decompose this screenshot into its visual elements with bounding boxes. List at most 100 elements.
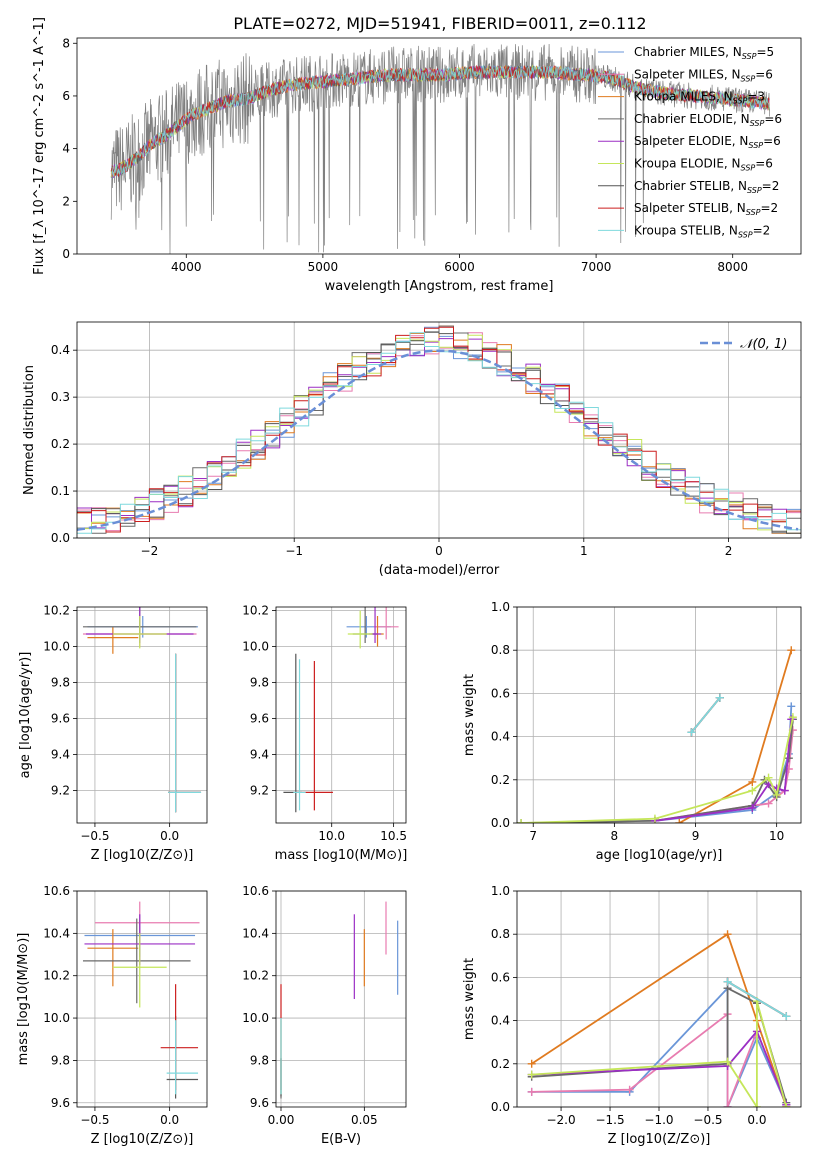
weight-marker (748, 777, 757, 786)
error-bar-point (368, 607, 382, 643)
y-tick-label: 0.2 (51, 437, 70, 451)
weight-marker (788, 713, 797, 722)
legend-label-sub: SSP (742, 52, 757, 61)
legend-label-post: =2 (762, 179, 780, 193)
legend-label-sub: SSP (747, 186, 762, 195)
legend-label-text: Chabrier ELODIE, N (634, 112, 750, 126)
weight-marker (625, 1085, 634, 1094)
mw_vs_Z-plot (527, 930, 791, 1107)
legend-label-text: Kroupa MILES, N (634, 90, 733, 104)
y-tick-label: 8 (62, 36, 70, 50)
x-tick-label: 10.5 (380, 829, 407, 843)
y-tick-label: 0.4 (491, 1014, 510, 1028)
y-tick-label: 10.0 (242, 1011, 269, 1025)
histogram-legend: 𝒩(0, 1) (700, 337, 787, 352)
spectrum-frame: 4000 5000 6000 7000 8000 0 2 4 6 8 wavelength [Ang… (32, 17, 802, 294)
y-tick-label: 0.0 (51, 531, 70, 545)
weight-marker (675, 819, 684, 823)
x-axis-label: mass [log10(M/M⊙)] (275, 848, 408, 863)
y-tick-label: 0.2 (491, 773, 510, 787)
weight-line (654, 719, 793, 822)
x-tick-label: 7 (529, 829, 537, 843)
mw_vs_Z-axes: −2.0 −1.5 −1.0 −0.5 0.0 0.0 0.2 0.4 0.6 0.8 1.0 Z [… (462, 884, 802, 1147)
histogram-step (77, 338, 801, 534)
legend-label-post: =6 (755, 157, 773, 171)
y-tick-label: 0.4 (491, 730, 510, 744)
age_vs_mass-frame: 10.0 10.5 9.2 9.4 9.6 9.8 10.0 10.2 mass [log10(… (242, 604, 407, 863)
residuals-frame: −2 −1 0 1 2 0.0 0.1 0.2 0.3 0.4 (data-model)/error… (22, 321, 802, 578)
x-axis-label: Z [log10(Z/Z⊙)] (608, 1132, 711, 1147)
legend-label-text: Salpeter ELODIE, N (634, 134, 748, 148)
legend-label: Kroupa STELIB, NSSP=2 (634, 223, 770, 239)
y-tick-label: 6 (62, 89, 70, 103)
mass_vs_Z-plot (82, 901, 200, 1099)
age_vs_mass-axes: 10.0 10.5 9.2 9.4 9.6 9.8 10.0 10.2 mass [log10(… (242, 604, 407, 863)
weight-marker (723, 1103, 732, 1107)
x-axis-label: age [log10(age/yr)] (596, 848, 723, 863)
legend-label-post: =5 (756, 45, 774, 59)
y-tick-label: 9.4 (51, 748, 70, 762)
weight-marker (723, 1057, 732, 1066)
y-axis-label: mass weight (462, 958, 477, 1040)
y-tick-label: 10.2 (242, 604, 269, 618)
y-tick-label: 10.2 (242, 969, 269, 983)
weight-marker (723, 977, 732, 986)
x-tick-label: −1.5 (595, 1113, 624, 1127)
legend-label: Salpeter MILES, NSSP=6 (634, 67, 773, 83)
error-bar-point (82, 918, 191, 1004)
y-tick-label: 9.4 (250, 748, 269, 762)
y-tick-label: 9.2 (250, 784, 269, 798)
x-tick-label: 9 (692, 829, 700, 843)
legend-label: Chabrier ELODIE, NSSP=6 (634, 112, 782, 128)
x-tick-label: 10.0 (318, 829, 345, 843)
y-tick-label: 10.0 (43, 1011, 70, 1025)
axes-frame (275, 890, 407, 1108)
weight-line (521, 717, 794, 823)
legend-label-text: Kroupa STELIB, N (634, 223, 738, 237)
y-tick-label: 9.6 (51, 1096, 70, 1110)
y-tick-label: 9.6 (250, 1096, 269, 1110)
error-bar-point (87, 626, 139, 654)
legend-label: Salpeter ELODIE, NSSP=6 (634, 134, 781, 150)
weight-marker (787, 702, 796, 711)
spectrum-axes: 4000 5000 6000 7000 8000 0 2 4 6 8 wavelength [Ang… (32, 17, 802, 294)
error-bar-point (295, 661, 333, 811)
axes-frame (76, 37, 802, 255)
y-tick-label: 9.8 (250, 676, 269, 690)
y-tick-label: 0.1 (51, 484, 70, 498)
legend-label-sub: SSP (746, 208, 761, 217)
legend-label-text: Salpeter STELIB, N (634, 201, 746, 215)
y-tick-label: 0.4 (51, 343, 70, 357)
age_vs_Z-frame: −0.5 0.0 9.2 9.4 9.6 9.8 10.0 10.2 Z [log10(Z/Z⊙… (18, 604, 208, 863)
weight-marker (715, 693, 724, 702)
weight-line (654, 730, 794, 822)
error-bar-point (352, 607, 378, 643)
mass_vs_Z-frame: −0.5 0.0 9.6 9.8 10.0 10.2 10.4 10.6 Z [log10(Z/… (16, 884, 208, 1147)
legend-label-post: =2 (753, 223, 771, 237)
y-tick-label: 9.8 (51, 676, 70, 690)
y-tick-label: 0.0 (491, 1100, 510, 1114)
x-tick-label: −2 (141, 544, 159, 558)
weight-marker (748, 803, 757, 812)
legend-label: Chabrier STELIB, NSSP=2 (634, 179, 779, 195)
gaussian-curve (77, 349, 799, 532)
weight-line (531, 1000, 788, 1107)
weight-marker (764, 773, 773, 782)
weight-marker (772, 790, 781, 799)
legend-label: 𝒩(0, 1) (740, 337, 787, 352)
spectrum-plot (110, 43, 770, 254)
x-tick-label: 0.0 (160, 829, 179, 843)
weight-series (517, 713, 797, 823)
y-axis-label: Normed distribution (22, 365, 37, 495)
x-tick-label: −1.0 (644, 1113, 673, 1127)
mw_vs_age-grid (517, 606, 801, 824)
legend-label-sub: SSP (741, 74, 756, 83)
error-bar-point (112, 933, 167, 1008)
legend-label-sub: SSP (738, 230, 753, 239)
weight-series (527, 997, 791, 1107)
weight-marker (527, 1059, 536, 1068)
age_vs_mass-grid (276, 607, 406, 823)
y-tick-label: 1.0 (491, 600, 510, 614)
